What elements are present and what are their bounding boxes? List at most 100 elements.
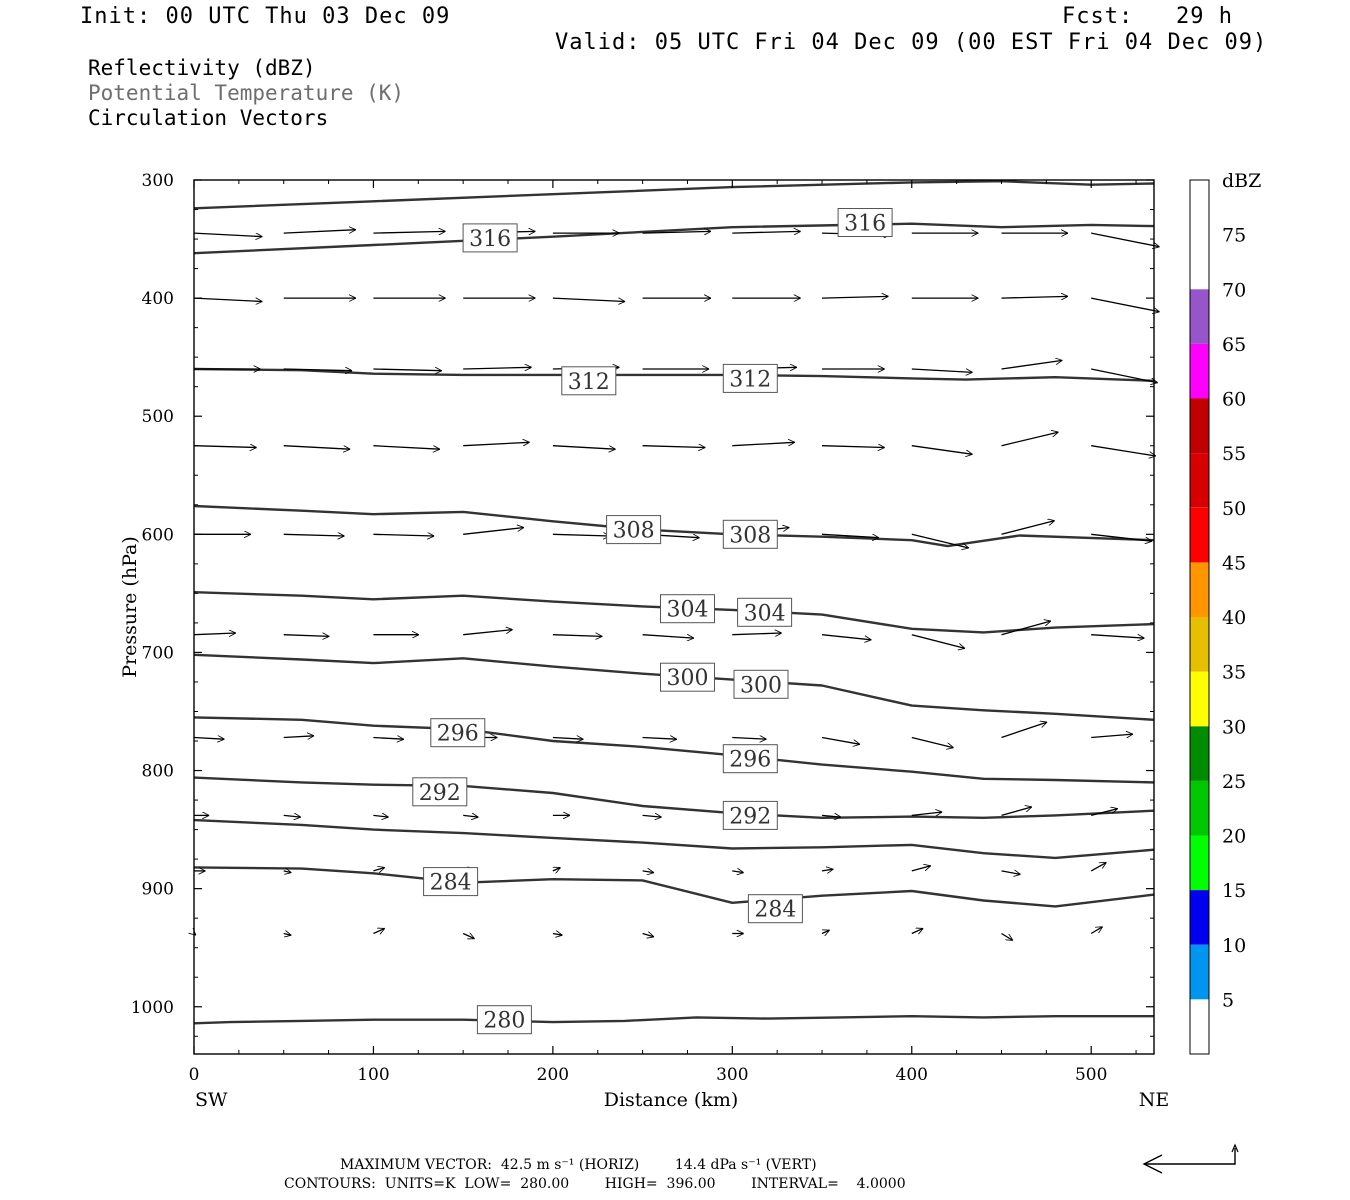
y-tick-label: 600 bbox=[142, 525, 174, 545]
y-tick-label: 400 bbox=[142, 289, 174, 309]
circulation-vector bbox=[1001, 432, 1059, 447]
circulation-vector bbox=[642, 231, 711, 233]
circulation-vector bbox=[373, 868, 384, 871]
circulation-vector bbox=[1090, 861, 1106, 872]
contour-label-308: 308 bbox=[722, 519, 778, 549]
contour-label-text: 292 bbox=[729, 804, 771, 829]
y-axis-title: Pressure (hPa) bbox=[119, 536, 141, 678]
contour-label-box bbox=[737, 597, 793, 627]
y-tick-label: 700 bbox=[142, 643, 174, 663]
colorbar-tick-label: 20 bbox=[1222, 826, 1246, 848]
circulation-vector bbox=[462, 934, 474, 939]
legend-circulation-vectors: Circulation Vectors bbox=[88, 106, 329, 130]
circulation-vector bbox=[911, 445, 973, 455]
circulation-vector bbox=[642, 738, 677, 740]
contour-label-box bbox=[561, 366, 617, 396]
legend-potential-temperature: Potential Temperature (K) bbox=[88, 81, 405, 105]
colorbar-tick-label: 15 bbox=[1222, 880, 1246, 902]
circulation-vector bbox=[283, 736, 314, 738]
contour-label-text: 296 bbox=[437, 722, 479, 747]
circulation-vector bbox=[1091, 809, 1118, 817]
contour-label-text: 316 bbox=[844, 212, 886, 237]
circulation-vector bbox=[1001, 871, 1021, 875]
circulation-vector bbox=[911, 533, 969, 548]
contour-label-box bbox=[722, 744, 778, 774]
y-tick-label: 1000 bbox=[131, 998, 174, 1018]
colorbar-tick-label: 30 bbox=[1222, 716, 1246, 738]
colorbar-segment bbox=[1190, 617, 1209, 672]
circulation-vector bbox=[193, 297, 262, 301]
contour-label-284: 284 bbox=[423, 867, 479, 897]
circulation-vector bbox=[283, 230, 356, 234]
circulation-vector bbox=[193, 738, 224, 740]
contour-label-312: 312 bbox=[722, 363, 778, 393]
contour-label-box bbox=[462, 223, 518, 253]
contour-label-text: 292 bbox=[419, 781, 461, 806]
circulation-vector bbox=[1091, 368, 1158, 383]
circulation-vector bbox=[283, 534, 345, 536]
colorbar-segment bbox=[1190, 562, 1209, 617]
contour-label-box bbox=[423, 867, 479, 897]
circulation-vector bbox=[642, 871, 654, 873]
circulation-vector bbox=[732, 871, 743, 873]
colorbar-tick-label: 50 bbox=[1222, 498, 1246, 520]
contour-line-308 bbox=[193, 504, 1155, 548]
circulation-vector bbox=[642, 634, 694, 638]
contour-line-280 bbox=[193, 1015, 1154, 1025]
contour-label-300: 300 bbox=[660, 662, 715, 692]
contour-label-text: 312 bbox=[568, 370, 610, 395]
circulation-vector bbox=[821, 736, 860, 745]
colorbar-segment bbox=[1190, 890, 1209, 945]
circulation-vector bbox=[821, 869, 833, 871]
contour-label-text: 296 bbox=[729, 748, 771, 773]
colorbar-tick-label: 5 bbox=[1222, 989, 1234, 1011]
circulation-vector bbox=[552, 635, 602, 637]
colorbar-segment bbox=[1190, 507, 1209, 563]
contour-label-text: 300 bbox=[667, 666, 709, 691]
circulation-vector bbox=[373, 445, 440, 450]
circulation-vector bbox=[642, 934, 654, 937]
max-vector-note: MAXIMUM VECTOR: 42.5 m s⁻¹ (HORIZ) 14.4 … bbox=[340, 1157, 817, 1173]
colorbar-segment bbox=[1190, 780, 1209, 836]
contour-line-296 bbox=[193, 716, 1155, 784]
circulation-vector bbox=[1091, 734, 1133, 737]
colorbar-tick-label: 75 bbox=[1222, 225, 1246, 247]
colorbar-tick-label: 35 bbox=[1222, 662, 1246, 684]
contour-label-text: 304 bbox=[744, 601, 786, 626]
colorbar-tick-label: 25 bbox=[1222, 771, 1246, 793]
circulation-vector bbox=[1001, 932, 1013, 941]
circulation-vector bbox=[283, 815, 301, 817]
contour-label-text: 308 bbox=[729, 523, 771, 548]
colorbar-segment bbox=[1190, 671, 1209, 727]
circulation-vector bbox=[193, 633, 236, 635]
circulation-vector bbox=[1001, 521, 1055, 535]
x-tick-label: 400 bbox=[896, 1065, 928, 1085]
circulation-vector bbox=[911, 368, 973, 372]
y-tick-label: 900 bbox=[142, 880, 174, 900]
circulation-vector bbox=[283, 934, 292, 936]
circulation-vector bbox=[283, 445, 351, 450]
contour-label-box bbox=[722, 519, 778, 549]
plot-frame bbox=[193, 179, 1155, 1055]
contour-line-292 bbox=[193, 776, 1155, 819]
contour-label-text: 284 bbox=[430, 871, 472, 896]
circulation-vector bbox=[193, 232, 262, 237]
x-tick-label: 300 bbox=[716, 1065, 748, 1085]
contour-label-box bbox=[660, 662, 715, 692]
contour-label-box bbox=[412, 777, 468, 807]
colorbar-segment bbox=[1190, 398, 1209, 454]
circulation-vector bbox=[463, 528, 524, 535]
contour-line-284 bbox=[193, 866, 1155, 908]
y-tick-label: 300 bbox=[142, 171, 174, 191]
circulation-vector bbox=[1091, 445, 1156, 456]
circulation-vector bbox=[732, 738, 766, 740]
circulation-vector bbox=[373, 231, 445, 233]
circulation-vector bbox=[911, 812, 942, 815]
circulation-vector bbox=[463, 815, 478, 817]
circulation-vector bbox=[732, 633, 781, 635]
circulation-vector bbox=[552, 934, 563, 936]
x-tick-label: 500 bbox=[1075, 1065, 1107, 1085]
circulation-vector bbox=[911, 634, 965, 649]
colorbar-segment bbox=[1190, 999, 1209, 1054]
colorbar-tick-label: 70 bbox=[1222, 279, 1246, 301]
